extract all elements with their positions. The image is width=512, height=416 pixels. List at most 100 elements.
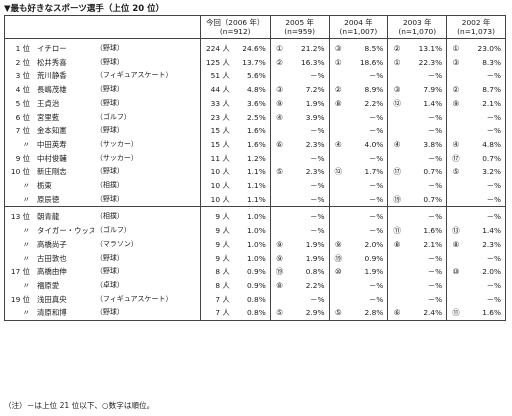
rank-2005-cell xyxy=(269,224,289,238)
table-row: 6 位宮里藍 （ゴルフ） 23 人 2.5% ④ 3.9% －% －% －% xyxy=(5,110,506,125)
table-row: 1 位イチロー （野球） 224 人 24.6% ① 21.2% ③ 8.5% ② 13.1% ① 2… xyxy=(5,38,506,56)
count-2006-cell: 11 人 xyxy=(199,151,232,166)
rank-2005-cell: ⑥ xyxy=(269,137,289,152)
rank-2004-cell xyxy=(328,278,348,293)
count-2006-cell: 10 人 xyxy=(199,192,232,207)
rank-2002-cell xyxy=(446,251,465,266)
rank-2004-cell xyxy=(328,151,348,166)
rank-2004-cell: ⑫ xyxy=(328,165,348,180)
rank-2005-cell: ⑤ xyxy=(269,306,289,321)
table-row: 〃福原愛 （卓球） 8 人 0.9% ⑧ 2.2% －% －% －% xyxy=(5,278,506,293)
pct-2005-cell: 2.2% xyxy=(305,280,325,290)
count-2006-cell: 15 人 xyxy=(199,124,232,138)
pct-2006-cell: 0.8% xyxy=(246,294,266,304)
count-2006-cell: 7 人 xyxy=(199,292,232,307)
pct-2002-cell: －% xyxy=(486,112,501,122)
name-cell: 王貞治 xyxy=(37,98,60,108)
sport-cell: （卓球） xyxy=(95,280,124,289)
rank-cell: 19 位 xyxy=(10,294,31,304)
rank-2005-cell: ⑨ xyxy=(269,237,289,252)
header-2006: 今回（2006 年） (n=912) xyxy=(199,15,271,39)
name-cell: 荒川静香 xyxy=(37,71,67,81)
pct-2002-cell: 8.7% xyxy=(482,85,501,95)
pct-2003-cell: 1.6% xyxy=(423,226,443,236)
pct-2004-cell: 2.0% xyxy=(364,239,384,249)
pct-2006-cell: 4.8% xyxy=(246,85,266,95)
count-2006-cell: 7 人 xyxy=(199,306,232,321)
rank-2005-cell: ② xyxy=(269,55,289,70)
rank-cell: 〃 xyxy=(22,139,31,149)
table-row: 〃原辰徳 （野球） 10 人 1.1% －% －% ⑲ 0.7% －% xyxy=(5,192,506,207)
rank-2002-cell: ⑩ xyxy=(446,265,465,279)
pct-2005-cell: 2.9% xyxy=(305,308,325,318)
rank-2002-cell xyxy=(446,206,465,225)
header-2002: 2002 年 (n=1,073) xyxy=(446,15,506,39)
sport-cell: （野球） xyxy=(95,167,124,176)
pct-2006-cell: 1.0% xyxy=(246,239,266,249)
sport-cell: （相撲） xyxy=(93,206,201,225)
rank-2003-cell xyxy=(387,292,406,307)
pct-2003-cell: －% xyxy=(427,280,443,290)
name-cell: 福原愛 xyxy=(37,280,60,290)
count-2006-cell: 9 人 xyxy=(199,224,232,238)
rank-2004-cell xyxy=(328,192,348,207)
pct-2002-cell: －% xyxy=(486,126,501,136)
rank-2004-cell xyxy=(328,124,348,138)
pct-2003-cell: 0.7% xyxy=(423,167,443,177)
table-row: 〃栃東 （相撲） 10 人 1.1% －% －% －% －% xyxy=(5,179,506,193)
pct-2005-cell: －% xyxy=(310,294,325,304)
rank-2004-cell xyxy=(328,292,348,307)
header-2005-n: (n=959) xyxy=(284,27,315,36)
count-2006-cell: 9 人 xyxy=(199,206,232,225)
pct-2004-cell: 8.9% xyxy=(364,85,384,95)
pct-2005-cell: 16.3% xyxy=(301,57,325,67)
table-row: 2 位松井秀喜 （野球） 125 人 13.7% ② 16.3% ① 18.6% ① 22.3% ③… xyxy=(5,55,506,70)
name-cell: 松井秀喜 xyxy=(37,57,67,67)
rank-cell: 7 位 xyxy=(15,126,31,136)
pct-2003-cell: 2.4% xyxy=(423,308,443,318)
pct-2002-cell: －% xyxy=(486,71,501,81)
header-2006-year: 今回（2006 年） xyxy=(206,18,265,27)
rank-2004-cell: ⑩ xyxy=(328,265,348,279)
sport-cell: （フィギュアスケート） xyxy=(95,294,173,303)
name-cell: 清原和博 xyxy=(37,308,67,318)
rank-2002-cell: ② xyxy=(446,83,465,97)
pct-2002-cell: －% xyxy=(486,194,501,204)
pct-2002-cell: 4.8% xyxy=(482,139,501,149)
pct-2002-cell: －% xyxy=(486,181,501,191)
pct-2005-cell: 1.9% xyxy=(305,253,325,263)
rank-2004-cell xyxy=(328,206,348,225)
pct-2002-cell: 3.2% xyxy=(482,167,501,177)
sport-cell: （野球） xyxy=(95,267,124,276)
rank-2003-cell: ⑲ xyxy=(387,192,406,207)
rank-cell: 〃 xyxy=(22,181,31,191)
pct-2003-cell: －% xyxy=(427,153,443,163)
name-cell: 栃東 xyxy=(37,181,52,191)
header-2003: 2003 年 (n=1,070) xyxy=(387,15,447,39)
pct-2002-cell: 0.7% xyxy=(482,153,501,163)
rank-2004-cell xyxy=(328,69,348,84)
sport-cell: （野球） xyxy=(95,57,124,66)
count-2006-cell: 9 人 xyxy=(199,251,232,266)
rank-2004-cell: ④ xyxy=(328,137,348,152)
rank-2003-cell: ③ xyxy=(387,83,406,97)
rank-cell: 〃 xyxy=(22,253,31,263)
rank-2003-cell xyxy=(387,265,406,279)
sport-cell: （野球） xyxy=(95,85,124,94)
name-cell: 高橋尚子 xyxy=(37,239,67,249)
rank-2004-cell: ⑨ xyxy=(328,237,348,252)
table-row: 〃古田敦也 （野球） 9 人 1.0% ⑨ 1.9% ⑲ 0.9% －% －% xyxy=(5,251,506,266)
header-row: 今回（2006 年） (n=912) 2005 年 (n=959) 2004 年… xyxy=(4,15,506,39)
sport-cell: （野球） xyxy=(95,194,124,203)
pct-2003-cell: 3.8% xyxy=(423,139,443,149)
pct-2004-cell: －% xyxy=(368,226,384,236)
pct-2002-cell: 2.1% xyxy=(482,98,501,108)
pct-2003-cell: －% xyxy=(427,71,443,81)
rank-cell: 5 位 xyxy=(15,98,31,108)
rank-2005-cell: ⑨ xyxy=(269,251,289,266)
pct-2006-cell: 5.6% xyxy=(246,71,266,81)
count-2006-cell: 44 人 xyxy=(199,83,232,97)
pct-2006-cell: 0.9% xyxy=(246,267,266,277)
pct-2003-cell: 1.4% xyxy=(423,98,443,108)
rank-2005-cell xyxy=(269,292,289,307)
